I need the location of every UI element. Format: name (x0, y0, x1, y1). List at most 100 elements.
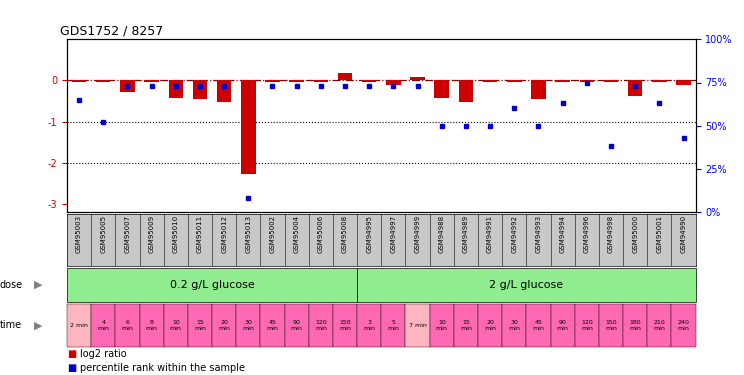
Bar (237, 304, 260, 347)
Text: GSM94995: GSM94995 (366, 215, 372, 254)
Text: GSM95010: GSM95010 (173, 215, 179, 254)
Text: 15
min: 15 min (194, 320, 206, 330)
Bar (623, 304, 647, 347)
Bar (212, 304, 237, 347)
Bar (483, 81, 498, 82)
Text: GSM94996: GSM94996 (584, 215, 590, 254)
Bar (121, 81, 135, 92)
Bar (144, 81, 159, 82)
Text: GSM95009: GSM95009 (149, 215, 155, 254)
Bar (411, 77, 425, 81)
Text: 3
min: 3 min (363, 320, 375, 330)
Bar (67, 304, 91, 347)
Text: GSM94994: GSM94994 (559, 215, 565, 254)
Text: 8
min: 8 min (146, 320, 158, 330)
Bar (266, 81, 280, 82)
Bar (115, 304, 140, 347)
Text: GSM94988: GSM94988 (439, 215, 445, 254)
Bar (140, 304, 164, 347)
Bar (92, 304, 115, 347)
Bar (628, 81, 643, 96)
Bar (575, 304, 599, 347)
Bar (555, 81, 570, 82)
Bar (338, 73, 353, 81)
Bar (652, 81, 667, 82)
Text: 2 min: 2 min (70, 323, 88, 328)
Bar (386, 81, 400, 84)
Text: log2 ratio: log2 ratio (80, 350, 127, 359)
Bar (405, 304, 430, 347)
Text: GSM94990: GSM94990 (681, 215, 687, 254)
Text: 150
min: 150 min (605, 320, 617, 330)
Text: GSM95006: GSM95006 (318, 215, 324, 254)
Text: 180
min: 180 min (629, 320, 641, 330)
Text: 6
min: 6 min (121, 320, 133, 330)
Bar (260, 304, 284, 347)
Text: 150
min: 150 min (339, 320, 351, 330)
Bar (478, 304, 502, 347)
Text: GSM95002: GSM95002 (269, 215, 275, 254)
Bar (507, 81, 522, 82)
Text: 10
min: 10 min (436, 320, 448, 330)
Text: 210
min: 210 min (653, 320, 665, 330)
Text: GSM95001: GSM95001 (656, 215, 662, 254)
Bar (430, 304, 454, 347)
Bar (289, 81, 304, 82)
Text: 90
min: 90 min (291, 320, 303, 330)
Text: GSM95013: GSM95013 (246, 215, 251, 254)
Text: percentile rank within the sample: percentile rank within the sample (80, 363, 246, 373)
Text: ■: ■ (67, 363, 76, 373)
Text: GSM95011: GSM95011 (197, 215, 203, 254)
Text: 15
min: 15 min (460, 320, 472, 330)
Bar (188, 304, 212, 347)
Bar (531, 81, 546, 99)
Text: 5
min: 5 min (388, 320, 400, 330)
Bar (527, 304, 551, 347)
Bar (647, 304, 671, 347)
Text: 20
min: 20 min (218, 320, 230, 330)
Text: 240
min: 240 min (678, 320, 690, 330)
Text: 120
min: 120 min (315, 320, 327, 330)
Text: GSM95007: GSM95007 (124, 215, 130, 254)
Text: ■: ■ (67, 350, 76, 359)
Text: dose: dose (0, 280, 23, 290)
Bar (169, 81, 183, 98)
Text: GSM95005: GSM95005 (100, 215, 106, 254)
Text: 2 g/L glucose: 2 g/L glucose (490, 280, 563, 290)
Text: GDS1752 / 8257: GDS1752 / 8257 (60, 24, 163, 38)
Text: GSM95012: GSM95012 (221, 215, 227, 254)
Bar (502, 304, 527, 347)
Bar (217, 81, 231, 102)
Bar (676, 81, 690, 86)
Text: 10
min: 10 min (170, 320, 182, 330)
Text: 45
min: 45 min (533, 320, 545, 330)
Bar (193, 81, 207, 99)
Bar (362, 81, 376, 82)
Bar (314, 81, 328, 82)
Text: 30
min: 30 min (243, 320, 254, 330)
Bar (454, 304, 478, 347)
Bar (333, 304, 357, 347)
Text: 7 min: 7 min (408, 323, 426, 328)
Bar (309, 304, 333, 347)
Bar (434, 81, 449, 98)
Bar (357, 304, 382, 347)
Text: GSM94993: GSM94993 (536, 215, 542, 254)
Bar (164, 304, 188, 347)
Text: GSM94989: GSM94989 (463, 215, 469, 254)
Text: GSM94991: GSM94991 (487, 215, 493, 254)
Bar (671, 304, 696, 347)
Text: 30
min: 30 min (508, 320, 520, 330)
Bar (458, 81, 473, 102)
Bar (551, 304, 574, 347)
Text: GSM95000: GSM95000 (632, 215, 638, 254)
Text: GSM95003: GSM95003 (76, 215, 82, 254)
Bar (357, 268, 696, 302)
Text: 20
min: 20 min (484, 320, 496, 330)
Bar (382, 304, 405, 347)
Text: GSM95004: GSM95004 (294, 215, 300, 254)
Bar (241, 81, 256, 174)
Text: GSM94999: GSM94999 (414, 215, 420, 254)
Bar (71, 81, 86, 82)
Bar (96, 81, 111, 82)
